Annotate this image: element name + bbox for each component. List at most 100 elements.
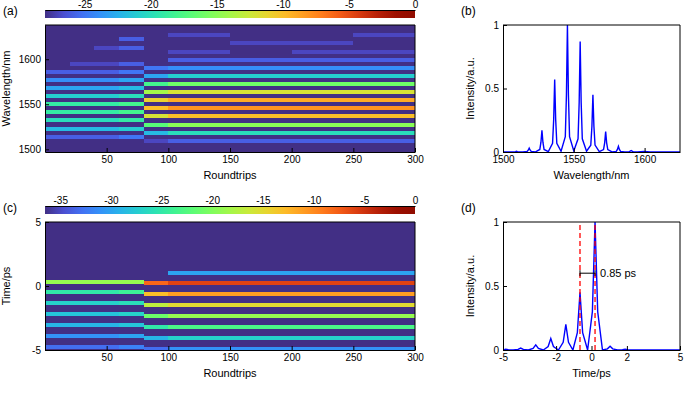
x-axis: -5-2025 [499,346,684,363]
tick-label: -10 [276,0,291,10]
heatmap-cell [353,114,415,118]
heatmap-cell [144,303,169,307]
tick: 100 [160,148,177,165]
heatmap-cell [119,118,144,122]
heatmap-cell [119,280,144,284]
panel-label: (d) [461,201,476,215]
tick-label: -20 [206,195,221,206]
axis-line [504,350,681,351]
heatmap-cell [70,94,95,98]
tick: -5 [360,195,369,206]
heatmap-cell [292,139,354,143]
tick: 1600 [19,54,49,65]
heatmap-cell [230,347,292,350]
heatmap-cell [144,82,169,86]
heatmap-cell [168,303,230,307]
tick: 0 [493,345,507,356]
heatmap-cell [168,325,230,329]
heatmap-cell [353,336,415,340]
heatmap-cell [94,46,119,50]
heatmap-cell [168,106,230,110]
heatmap-cell [144,114,169,118]
tick-label: 0.5 [485,83,499,94]
heatmap-cell [119,312,144,316]
tick-label: -5 [345,0,354,10]
marker-line [579,222,580,350]
y-axis-title: Intensity/a.u. [464,57,476,119]
tick: 0 [413,195,419,206]
heatmap-cell [144,336,169,340]
heatmap-cell [168,74,230,78]
heatmap-cell [168,33,230,37]
heatmap-cell [70,312,95,316]
annotation-bracket [580,270,595,276]
heatmap-cell [230,41,292,45]
tick-label: 5 [35,217,41,228]
heatmap-cell [119,46,144,50]
tick-mark [45,350,49,351]
heatmap-cell [45,323,70,327]
series-line [503,25,680,152]
tick-label: 1600 [19,54,42,65]
tick-mark [503,25,507,26]
heatmap-cell [45,94,70,98]
heatmap-cell [168,292,230,296]
heatmap-cell [230,303,292,307]
heatmap-cell [144,66,169,70]
x-axis-title: Time/ps [572,367,611,379]
heatmap-cell [292,114,354,118]
tick: 150 [222,148,239,165]
heatmap-cell [119,345,144,349]
heatmap-cell [292,58,354,62]
heatmap-cell [94,135,119,139]
heatmap-cell [70,323,95,327]
tick: 200 [284,148,301,165]
heatmap-cell [45,290,70,294]
heatmap-cell [230,66,292,70]
tick-label: 100 [160,352,177,363]
heatmap-cell [292,98,354,102]
heatmap-cell [70,290,95,294]
heatmap-cell [45,345,70,349]
x-axis-title: Roundtrips [203,367,257,379]
tick-label: -2 [552,352,561,363]
heatmap-cell [45,127,70,131]
tick-mark [503,89,507,90]
heatmap-cell [45,102,70,106]
heatmap-cell [292,347,354,350]
colorbar-axis: -35-30-25-20-15-10-50 [46,195,419,207]
heatmap-cell [70,102,95,106]
tick-label: 100 [160,154,177,165]
tick: -35 [53,195,68,206]
tick: 300 [407,346,424,363]
heatmap-cell [292,41,354,45]
heatmap-cell [353,271,415,275]
heatmap-cell [70,86,95,90]
heatmap-cell [230,98,292,102]
heatmap-cell [230,271,292,275]
heatmap-cell [168,58,230,62]
heatmap-cell [353,292,415,296]
heatmap-cell [292,123,354,127]
heatmap-cell [230,90,292,94]
tick-mark [503,222,507,223]
heatmap-cell [119,110,144,114]
heatmap-cell [119,127,144,131]
tick-mark [230,148,231,152]
heatmap-cell [94,127,119,131]
plot-area [45,222,415,350]
tick: 2 [625,346,631,363]
heatmap-cell [230,325,292,329]
heatmap-cell [144,123,169,127]
heatmap-cell [230,123,292,127]
x-axis-title: Roundtrips [203,169,257,181]
tick-label: -25 [78,0,93,10]
heatmap-cell [70,78,95,82]
tick-label: 0 [589,352,595,363]
heatmap-cell [230,74,292,78]
tick-label: 200 [284,352,301,363]
heatmap-cell [230,131,292,135]
heatmap-cell [45,301,70,305]
heatmap-cell [144,292,169,296]
axis-line [46,350,416,351]
